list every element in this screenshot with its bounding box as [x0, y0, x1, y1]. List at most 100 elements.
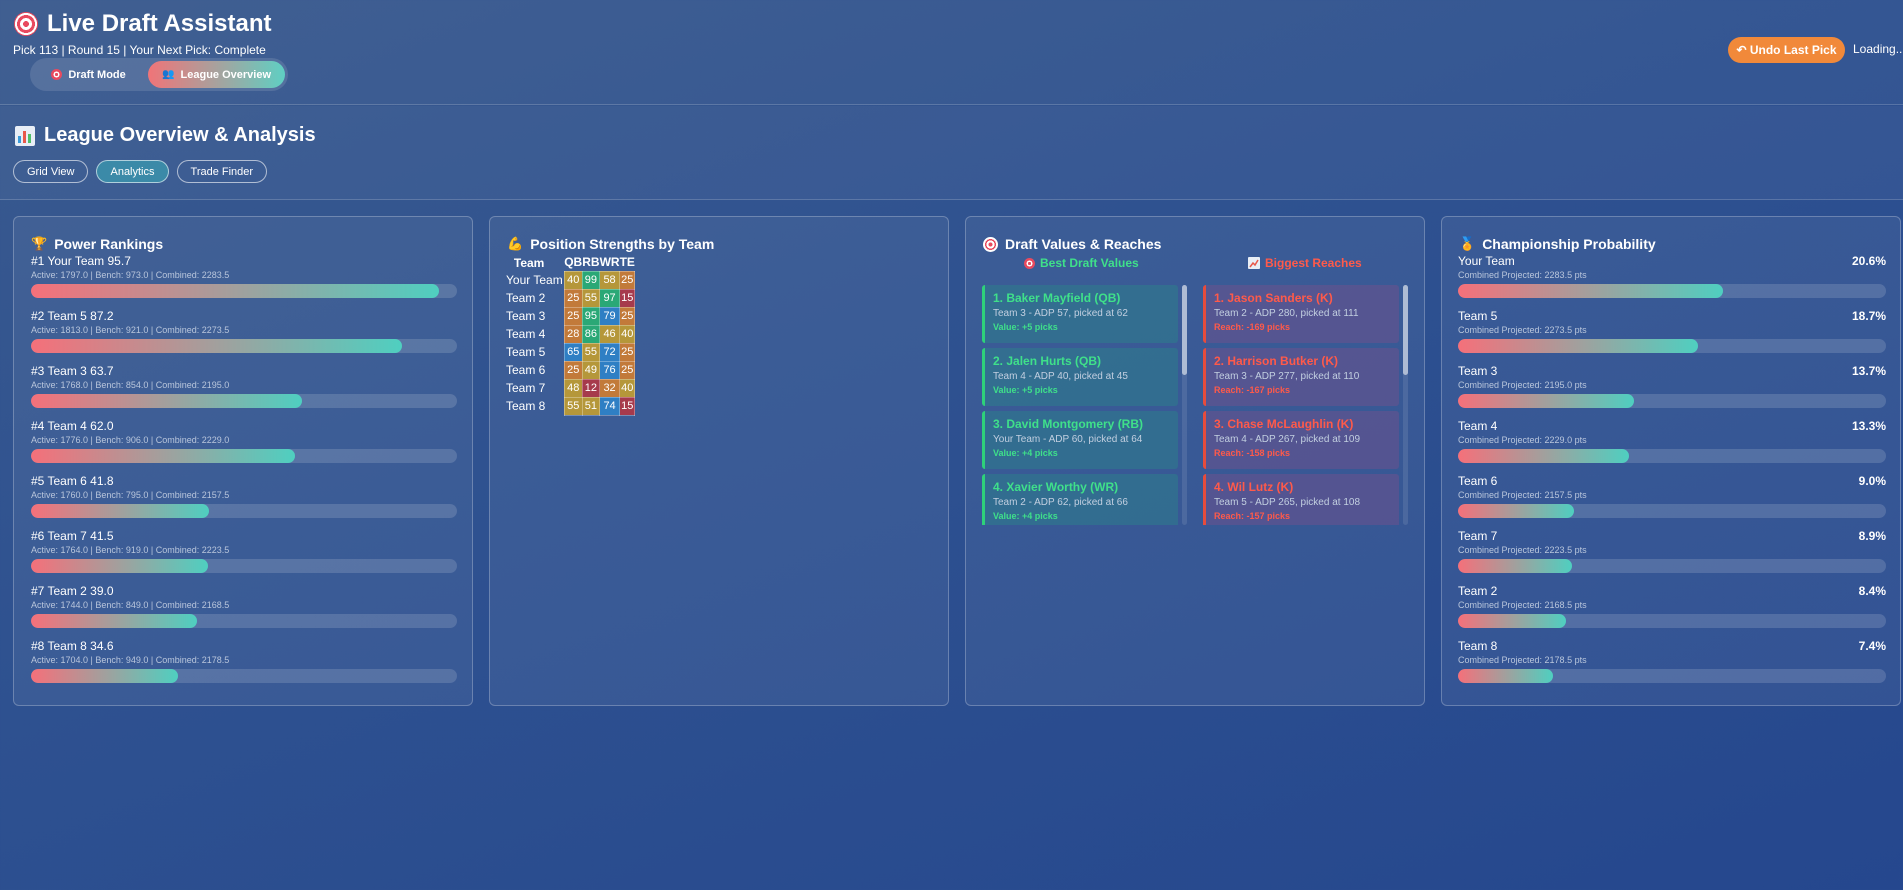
strength-cell: 65: [563, 342, 583, 362]
probability-value: 13.7%: [1851, 364, 1886, 378]
probability-value: 20.6%: [1851, 254, 1886, 268]
tab-analytics[interactable]: Analytics: [96, 160, 169, 183]
strength-cell: 46: [599, 324, 621, 344]
probability-bar-track: [1458, 669, 1886, 683]
strength-cell: 32: [599, 378, 621, 398]
league-overview-button[interactable]: 👥 League Overview: [148, 61, 285, 88]
value-card[interactable]: 2. Jalen Hurts (QB) Team 4 - ADP 40, pick…: [982, 348, 1178, 406]
ranking-bar-fill: [31, 394, 303, 408]
reach-delta: Reach: -167 picks: [1214, 385, 1291, 395]
ranking-item: #1 Your Team 95.7 Active: 1797.0 | Bench:…: [31, 254, 457, 298]
muscle-icon: 💪: [507, 236, 524, 251]
chart-icon: [15, 125, 35, 146]
table-header-rb: RB: [582, 255, 600, 270]
reach-card[interactable]: 1. Jason Sanders (K) Team 2 - ADP 280, pi…: [1203, 285, 1399, 343]
table-row: Team 4 28 86 46 40: [506, 324, 636, 344]
best-values-list[interactable]: 1. Baker Mayfield (QB) Team 3 - ADP 57, p…: [982, 285, 1182, 525]
championship-item: Team 3 13.7% Combined Projected: 2195.0 pt…: [1458, 364, 1886, 408]
ranking-bar-track: [31, 449, 457, 463]
ranking-detail: Active: 1813.0 | Bench: 921.0 | Combined…: [31, 325, 230, 335]
ranking-title: #4 Team 4 62.0: [31, 419, 114, 433]
strength-cell: 25: [563, 288, 583, 308]
best-values-scrollbar[interactable]: [1182, 285, 1187, 525]
reach-card[interactable]: 2. Harrison Butker (K) Team 3 - ADP 277, …: [1203, 348, 1399, 406]
strength-cell: 49: [581, 360, 601, 380]
team-name: Team 7: [1458, 529, 1498, 543]
value-card[interactable]: 3. David Montgomery (RB) Your Team - ADP …: [982, 411, 1178, 469]
ranking-item: #5 Team 6 41.8 Active: 1760.0 | Bench: 79…: [31, 474, 457, 518]
team-name: Your Team: [1458, 254, 1515, 268]
league-overview-section: League Overview & Analysis Grid View Ana…: [0, 106, 1903, 200]
championship-row: Your Team 20.6%: [1458, 254, 1886, 268]
team-name-cell: Your Team: [506, 273, 563, 287]
tab-trade-finder[interactable]: Trade Finder: [176, 160, 268, 183]
league-overview-label: League Overview: [180, 68, 272, 81]
ranking-bar-fill: [31, 449, 296, 463]
position-strengths-panel: 💪 Position Strengths by Team Team QB RB WR T…: [489, 216, 949, 706]
section-title: League Overview & Analysis: [15, 124, 316, 147]
mode-toggle: Draft Mode 👥 League Overview: [30, 58, 288, 91]
position-strengths-table: Team QB RB WR TE Your Team 40 99 58 25 Team 2 25 55…: [506, 254, 636, 416]
strength-cell: 55: [581, 342, 601, 362]
value-delta: Value: +4 picks: [993, 448, 1058, 458]
strength-cell: 15: [619, 396, 636, 416]
biggest-reaches-list[interactable]: 1. Jason Sanders (K) Team 2 - ADP 280, pi…: [1203, 285, 1403, 525]
target-icon: [51, 69, 63, 80]
probability-bar-track: [1458, 449, 1886, 463]
team-name-cell: Team 4: [506, 327, 546, 341]
probability-value: 9.0%: [1858, 474, 1886, 488]
value-delta: Value: +5 picks: [993, 322, 1058, 332]
reach-card[interactable]: 4. Wil Lutz (K) Team 5 - ADP 265, picked …: [1203, 474, 1399, 525]
ranking-title: #5 Team 6 41.8: [31, 474, 114, 488]
table-row: Team 6 25 49 76 25: [506, 360, 636, 380]
championship-item: Team 2 8.4% Combined Projected: 2168.5 pts: [1458, 584, 1886, 628]
championship-panel: 🏅 Championship Probability Your Team 20.6…: [1441, 216, 1901, 706]
ranking-detail: Active: 1768.0 | Bench: 854.0 | Combined…: [31, 380, 230, 390]
app-title: Live Draft Assistant: [14, 10, 272, 38]
probability-bar-fill: [1458, 559, 1573, 573]
strength-cell: 58: [599, 270, 621, 290]
strength-cell: 25: [563, 306, 583, 326]
value-card[interactable]: 1. Baker Mayfield (QB) Team 3 - ADP 57, p…: [982, 285, 1178, 343]
projected-points: Combined Projected: 2157.5 pts: [1458, 490, 1587, 500]
draft-mode-button[interactable]: Draft Mode: [33, 61, 144, 88]
projected-points: Combined Projected: 2168.5 pts: [1458, 600, 1587, 610]
championship-title-text: Championship Probability: [1482, 236, 1656, 252]
probability-bar-fill: [1458, 394, 1634, 408]
projected-points: Combined Projected: 2229.0 pts: [1458, 435, 1587, 445]
reach-delta: Reach: -169 picks: [1214, 322, 1291, 332]
biggest-reaches-scrollbar[interactable]: [1403, 285, 1408, 525]
strength-cell: 86: [581, 324, 601, 344]
position-strengths-title: 💪 Position Strengths by Team: [507, 236, 714, 252]
championship-row: Team 4 13.3%: [1458, 419, 1886, 433]
probability-bar-fill: [1458, 614, 1566, 628]
pick-detail: Team 3 - ADP 57, picked at 62: [993, 308, 1128, 319]
value-card[interactable]: 4. Xavier Worthy (WR) Team 2 - ADP 62, pi…: [982, 474, 1178, 525]
ranking-item: #6 Team 7 41.5 Active: 1764.0 | Bench: 91…: [31, 529, 457, 573]
player-name: 2. Harrison Butker (K): [1214, 354, 1339, 368]
strength-cell: 55: [563, 396, 583, 416]
tab-grid-view[interactable]: Grid View: [13, 160, 89, 183]
best-values-heading: Best Draft Values: [1024, 256, 1139, 270]
projected-points: Combined Projected: 2178.5 pts: [1458, 655, 1587, 665]
reach-card[interactable]: 3. Chase McLaughlin (K) Team 4 - ADP 267,…: [1203, 411, 1399, 469]
undo-last-pick-button[interactable]: ↶ Undo Last Pick: [1728, 37, 1845, 63]
strength-cell: 25: [563, 360, 583, 380]
table-header-qb: QB: [564, 255, 583, 270]
biggest-reaches-heading-text: Biggest Reaches: [1265, 256, 1362, 270]
section-title-text: League Overview & Analysis: [44, 124, 316, 146]
table-row: Your Team 40 99 58 25: [506, 270, 636, 290]
projected-points: Combined Projected: 2283.5 pts: [1458, 270, 1587, 280]
loading-status: Loading...: [1853, 42, 1903, 56]
table-header-wr: WR: [599, 255, 620, 270]
ranking-detail: Active: 1776.0 | Bench: 906.0 | Combined…: [31, 435, 230, 445]
strength-cell: 28: [563, 324, 583, 344]
view-tabs: Grid View Analytics Trade Finder: [13, 160, 268, 183]
target-icon: [1024, 257, 1035, 269]
probability-bar-track: [1458, 559, 1886, 573]
strength-cell: 95: [581, 306, 601, 326]
probability-bar-fill: [1458, 449, 1629, 463]
probability-bar-fill: [1458, 284, 1723, 298]
championship-item: Team 5 18.7% Combined Projected: 2273.5 pt…: [1458, 309, 1886, 353]
target-icon: [983, 236, 998, 252]
